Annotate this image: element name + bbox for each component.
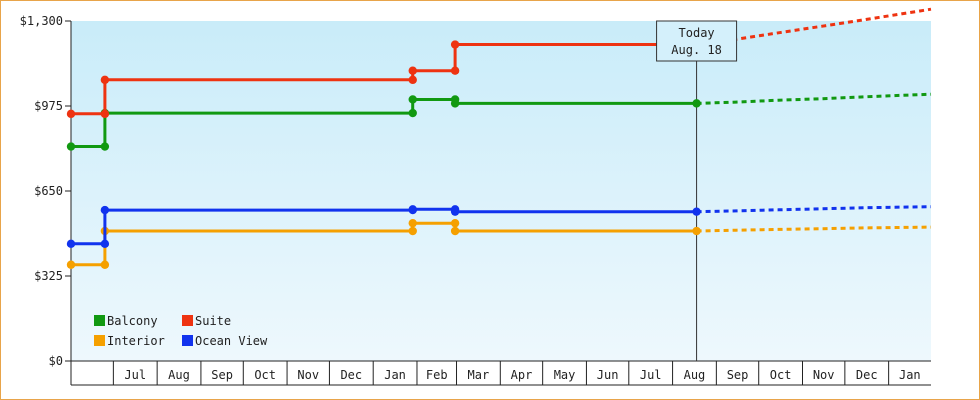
data-point (100, 239, 110, 249)
data-point (100, 260, 110, 269)
y-tick-label: $325 (34, 269, 63, 283)
data-point (66, 239, 76, 249)
data-point (66, 109, 76, 119)
data-point (450, 226, 460, 236)
data-point (66, 260, 76, 269)
data-point (692, 99, 701, 108)
forecast-line-suite (696, 7, 932, 46)
data-point (408, 66, 417, 75)
y-tick-label: $0 (49, 354, 63, 368)
legend-swatch (182, 315, 193, 326)
data-point (408, 108, 417, 118)
data-point (100, 205, 110, 215)
data-point (450, 207, 460, 216)
x-tick-label: Mar (468, 368, 490, 382)
forecast-line-interior (696, 225, 932, 233)
x-tick-label: Jul (640, 368, 662, 382)
legend-swatch (182, 335, 193, 346)
x-tick-label: Jan (899, 368, 921, 382)
legend-label: Interior (107, 334, 165, 348)
series-ocean-view (66, 205, 932, 249)
legend-label: Suite (195, 314, 231, 328)
data-point (66, 142, 76, 151)
x-tick-label: Apr (511, 368, 533, 382)
legend-swatch (94, 315, 105, 326)
today-date: Aug. 18 (671, 43, 722, 57)
today-label: Today (679, 26, 715, 40)
x-tick-label: Feb (426, 368, 448, 382)
x-tick-label: Sep (211, 368, 233, 382)
data-point (450, 99, 460, 108)
data-point (408, 205, 417, 214)
data-point (408, 75, 417, 85)
y-tick-label: $975 (34, 99, 63, 113)
x-tick-label: Dec (856, 368, 878, 382)
data-point (450, 218, 460, 228)
x-tick-label: Aug (684, 368, 706, 382)
x-tick-label: Jun (597, 368, 619, 382)
legend-label: Balcony (107, 314, 158, 328)
data-point (692, 207, 701, 216)
y-tick-label: $650 (34, 184, 63, 198)
y-tick-label: $1,300 (20, 14, 63, 28)
data-point (408, 95, 417, 104)
data-point (100, 109, 110, 119)
forecast-line-balcony (696, 92, 932, 105)
series-balcony (66, 92, 932, 151)
data-point (450, 40, 460, 49)
today-callout (656, 20, 738, 62)
x-tick-label: Dec (340, 368, 362, 382)
legend-label: Ocean View (195, 334, 268, 348)
data-point (450, 66, 460, 75)
x-tick-label: Oct (254, 368, 276, 382)
x-tick-label: Nov (813, 368, 835, 382)
data-point (692, 226, 701, 236)
x-tick-label: Sep (727, 368, 749, 382)
series-line-suite (71, 43, 697, 116)
x-tick-label: Jul (124, 368, 146, 382)
x-tick-label: Jan (384, 368, 406, 382)
data-point (100, 142, 110, 151)
legend-swatch (94, 335, 105, 346)
plot-area (71, 21, 931, 361)
data-point (408, 218, 417, 228)
x-tick-label: Oct (770, 368, 792, 382)
x-tick-label: May (554, 368, 576, 382)
x-tick-label: Aug (168, 368, 190, 382)
data-point (100, 75, 110, 85)
series-interior (66, 218, 932, 269)
data-point (408, 226, 417, 236)
forecast-line-ocean-view (696, 205, 932, 214)
x-tick-label: Nov (297, 368, 319, 382)
